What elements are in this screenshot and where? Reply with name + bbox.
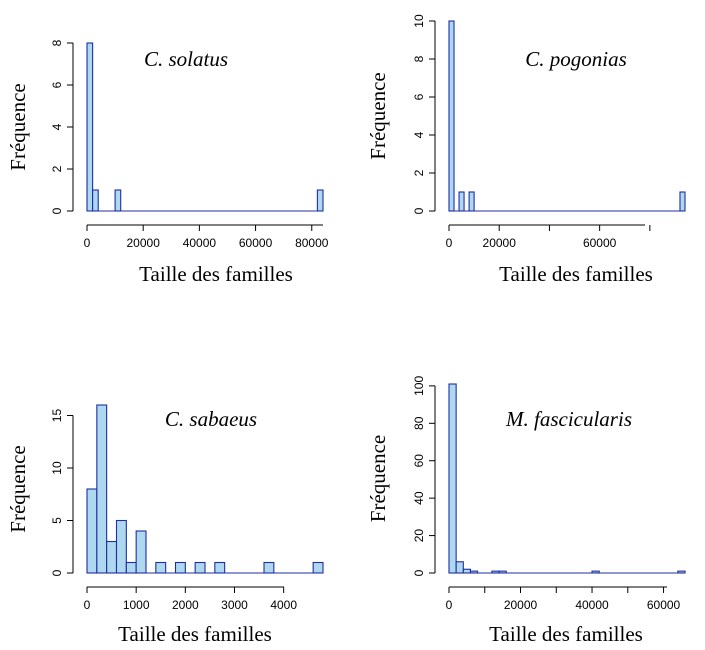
y-axis-title: Fréquence (366, 435, 390, 522)
histogram-bar-1 (448, 383, 457, 574)
histogram-bar-3 (468, 191, 475, 212)
histogram-bar-9 (194, 561, 206, 574)
y-tick-label: 0 (412, 569, 426, 576)
x-tick-label: 60000 (647, 598, 681, 612)
y-tick-label: 40 (412, 491, 426, 505)
histogram-bar-6 (498, 570, 507, 574)
y-tick-label: 10 (50, 461, 64, 475)
histogram-bar-7 (591, 570, 600, 574)
histogram-bar-5 (491, 570, 500, 574)
x-tick-label: 1000 (123, 598, 150, 612)
y-tick-label: 4 (50, 123, 64, 130)
y-tick-label: 80 (412, 416, 426, 430)
y-tick-label: 100 (412, 376, 426, 396)
y-tick-label: 0 (50, 569, 64, 576)
x-axis-title: Taille des familles (118, 622, 272, 646)
x-tick-label: 0 (84, 598, 91, 612)
histogram-bar-8 (174, 561, 186, 574)
species-title: M. fascicularis (505, 407, 632, 431)
species-title: C. solatus (144, 47, 228, 71)
histogram-panel-3: 0 5 10 15 0 1000 2000 3000 4000 C. sabaeus Taille … (6, 404, 324, 646)
x-tick-label: 2000 (172, 598, 199, 612)
histogram-panel-1: 0 2 4 6 8 0 20000 40000 60000 80000 C. solatus Tail… (6, 39, 329, 286)
x-tick-label: 0 (446, 236, 453, 250)
histogram-bar-4 (469, 570, 479, 574)
species-title: C. pogonias (525, 47, 627, 71)
y-axis-title: Fréquence (366, 72, 390, 159)
x-axis-title: Taille des familles (489, 622, 643, 646)
y-tick-label: 5 (50, 517, 64, 524)
histogram-bar-3 (114, 189, 122, 212)
histogram-bar-2 (455, 561, 464, 574)
x-tick-label: 0 (446, 598, 453, 612)
histogram-bar-2 (458, 191, 465, 212)
y-tick-label: 6 (412, 93, 426, 100)
y-tick-label: 8 (50, 39, 64, 46)
y-tick-label: 15 (50, 409, 64, 423)
histogram-bar-5 (125, 561, 137, 574)
x-tick-label: 40000 (183, 236, 217, 250)
histogram-panel-4: 0 20 40 60 80 100 0 20000 40000 60000 M. fascicula… (366, 376, 686, 646)
y-tick-label: 2 (412, 169, 426, 176)
y-tick-label: 0 (50, 207, 64, 214)
y-tick-label: 8 (412, 55, 426, 62)
y-axis-title: Fréquence (6, 445, 30, 532)
y-tick-label: 4 (412, 131, 426, 138)
y-tick-label: 6 (50, 81, 64, 88)
x-axis-title: Taille des familles (499, 262, 653, 286)
histogram-bar-10 (214, 561, 226, 574)
y-tick-label: 0 (412, 207, 426, 214)
x-tick-label: 60000 (239, 236, 273, 250)
histogram-bar-4 (115, 519, 127, 574)
histogram-bar-4 (316, 189, 324, 212)
x-tick-label: 20000 (483, 236, 517, 250)
histogram-bar-4 (679, 191, 686, 212)
histogram-bar-2 (92, 189, 99, 212)
histogram-bar-3 (106, 540, 118, 574)
species-title: C. sabaeus (165, 407, 257, 431)
x-tick-label: 20000 (504, 598, 538, 612)
histogram-bar-1 (448, 20, 455, 212)
histogram-bar-2 (96, 404, 108, 574)
x-tick-label: 20000 (127, 236, 161, 250)
histogram-bar-7 (155, 561, 167, 574)
y-tick-label: 20 (412, 529, 426, 543)
x-tick-label: 60000 (583, 236, 617, 250)
y-tick-label: 60 (412, 454, 426, 468)
histogram-bar-8 (677, 570, 686, 574)
x-tick-label: 3000 (221, 598, 248, 612)
histogram-bar-1 (86, 488, 98, 574)
histogram-bar-11 (263, 561, 275, 574)
x-tick-label: 0 (84, 236, 91, 250)
histogram-panel-2: 0 2 4 6 8 10 0 20000 60000 C. pogonias Taille des … (366, 14, 686, 286)
histogram-bar-12 (312, 561, 324, 574)
x-tick-label: 40000 (575, 598, 609, 612)
y-tick-label: 2 (50, 165, 64, 172)
x-axis-title: Taille des familles (139, 262, 293, 286)
x-tick-label: 4000 (270, 598, 297, 612)
y-tick-label: 10 (412, 14, 426, 28)
histogram-bar-3 (462, 568, 472, 574)
y-axis-title: Fréquence (6, 83, 30, 170)
histogram-bar-6 (135, 530, 147, 574)
x-tick-label: 80000 (295, 236, 329, 250)
histogram-bar-1 (86, 42, 94, 212)
